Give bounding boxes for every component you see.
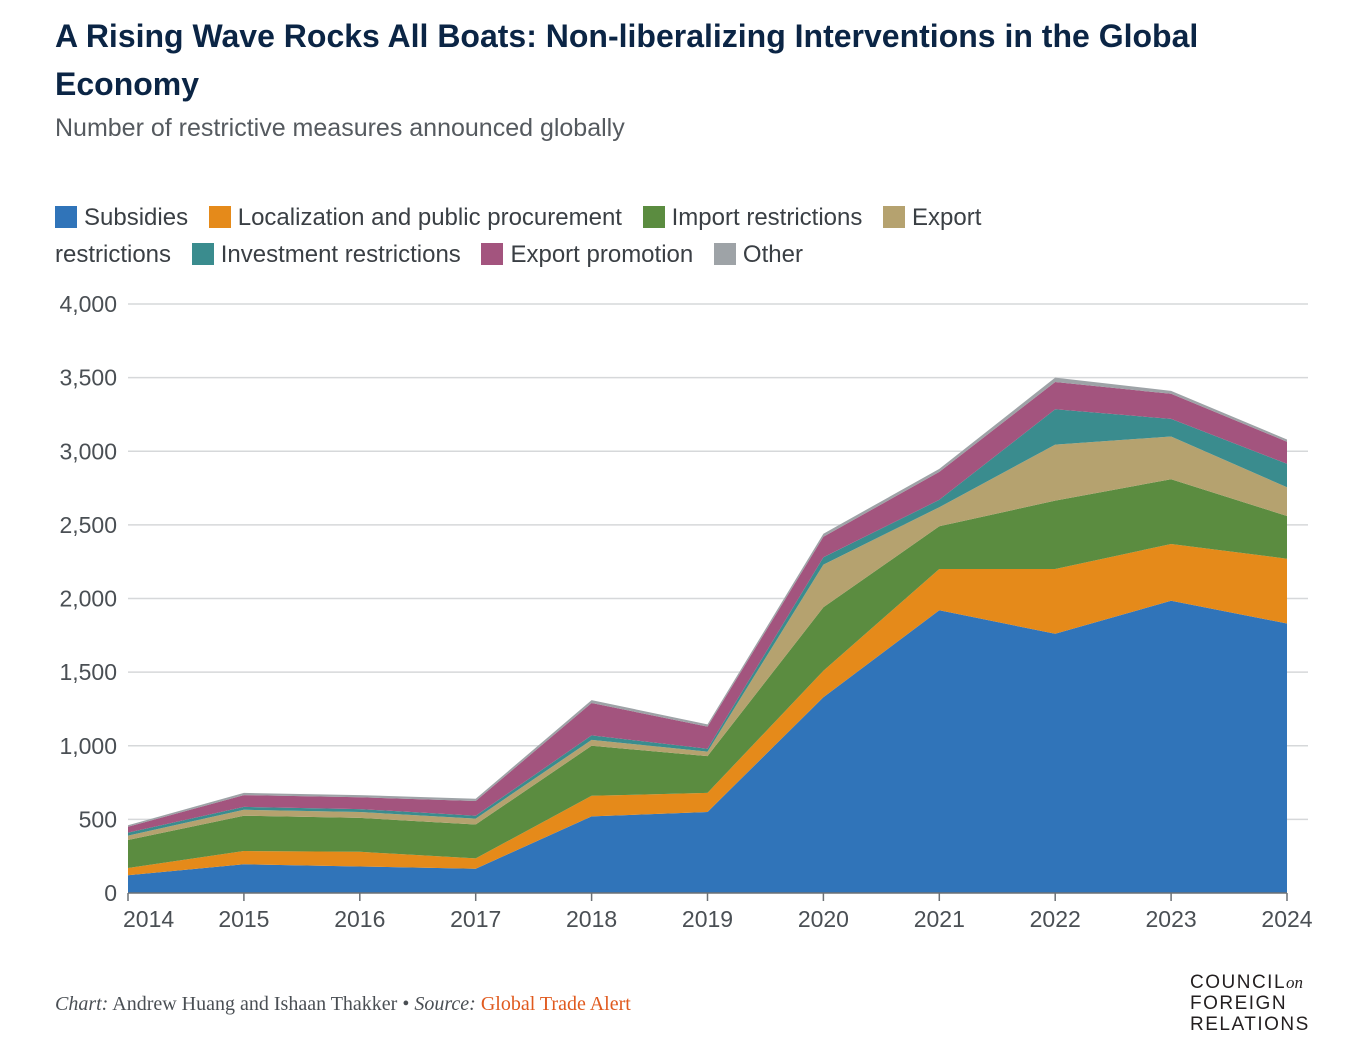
legend-item-7: Other [713, 241, 803, 268]
y-tick-label: 2,000 [59, 586, 117, 612]
area-series-2 [128, 544, 1287, 876]
y-tick-label: 1,500 [59, 659, 117, 685]
legend-swatch [481, 243, 504, 265]
logo-line-1-suffix: on [1286, 973, 1304, 992]
areas [128, 377, 1287, 893]
chart-subtitle: Number of restrictive measures announced… [55, 114, 625, 142]
legend-swatch [191, 243, 214, 265]
cfr-logo: COUNCILon FOREIGN RELATIONS [1190, 972, 1310, 1035]
legend-item-4: Export restrictions [55, 204, 981, 268]
source-label: Source: [414, 993, 476, 1015]
area-series-3 [128, 479, 1287, 868]
source-link[interactable]: Global Trade Alert [480, 993, 631, 1015]
x-tick-label: 2024 [1261, 906, 1312, 932]
legend: Subsidies Localization and public procur… [55, 199, 1095, 273]
y-tick-label: 3,000 [59, 438, 117, 464]
legend-item-5: Investment restrictions [191, 241, 461, 268]
legend-label: Import restrictions [671, 204, 863, 231]
x-tick-label: 2020 [798, 906, 849, 932]
legend-item-2: Localization and public procurement [208, 204, 622, 231]
legend-swatch [55, 206, 77, 228]
chart-credit-label: Chart: [55, 993, 109, 1015]
area-series-4 [128, 436, 1287, 840]
stacked-area-chart: 0 500 1,000 1,500 2,000 2,500 3,000 3,500 4,000 2… [59, 291, 1312, 932]
area-series-1 [128, 600, 1287, 893]
y-tick-label: 2,500 [59, 512, 117, 538]
legend-item-6: Export promotion [481, 241, 693, 268]
footer-credit: Chart: Andrew Huang and Ishaan Thakker •… [55, 993, 631, 1016]
legend-label: Investment restrictions [220, 241, 461, 268]
x-tick-label: 2016 [334, 906, 385, 932]
x-tick-label: 2023 [1146, 906, 1197, 932]
y-tick-label: 4,000 [59, 291, 117, 317]
legend-label: Localization and public procurement [237, 204, 622, 231]
x-tick-label: 2014 [123, 906, 174, 932]
legend-item-3: Import restrictions [642, 204, 863, 231]
legend-item-1: Subsidies [55, 204, 188, 231]
legend-swatch [208, 206, 231, 228]
footer-separator: • [402, 993, 410, 1015]
legend-label: Other [742, 241, 803, 268]
logo-line-2: FOREIGN [1190, 993, 1288, 1014]
logo-line-3: RELATIONS [1190, 1014, 1310, 1035]
y-tick-label: 3,500 [59, 365, 117, 391]
legend-swatch [642, 206, 665, 228]
chart-title: A Rising Wave Rocks All Boats: Non-liber… [55, 18, 1199, 102]
area-series-5 [128, 409, 1287, 836]
chart-authors: Andrew Huang and Ishaan Thakker [112, 993, 398, 1015]
x-tick-label: 2017 [450, 906, 501, 932]
y-tick-label: 0 [104, 880, 117, 906]
legend-label: Subsidies [84, 204, 189, 231]
logo-line-1: COUNCIL [1190, 972, 1287, 993]
x-tick-label: 2019 [682, 906, 733, 932]
y-tick-label: 1,000 [59, 733, 117, 759]
legend-swatch [883, 206, 906, 228]
legend-label: Export restrictions [55, 204, 982, 268]
x-tick-label: 2018 [566, 906, 617, 932]
x-tick-label: 2021 [914, 906, 965, 932]
y-tick-label: 500 [79, 806, 117, 832]
x-tick-label: 2015 [218, 906, 269, 932]
area-series-6 [128, 382, 1287, 833]
legend-swatch [713, 243, 736, 265]
axes: 0 500 1,000 1,500 2,000 2,500 3,000 3,500 4,000 2… [59, 291, 1312, 932]
legend-label: Export promotion [510, 241, 694, 268]
x-tick-label: 2022 [1030, 906, 1081, 932]
